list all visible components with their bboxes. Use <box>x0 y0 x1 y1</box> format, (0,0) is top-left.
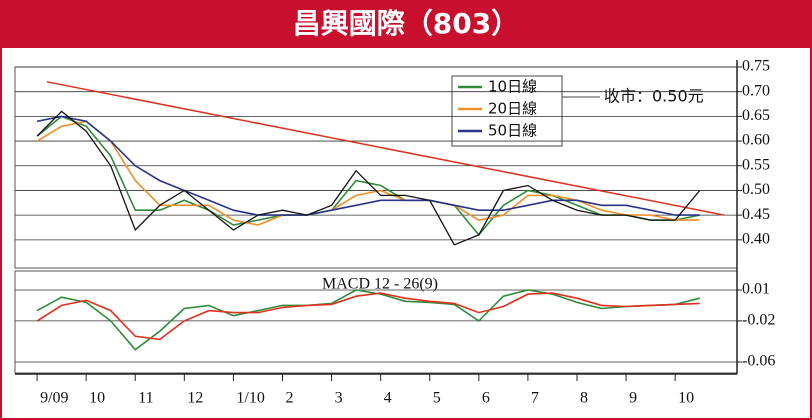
y-tick-label: 0.40 <box>742 231 770 248</box>
x-tick-label: 1/10 <box>236 390 264 407</box>
close-annotation: 收市：0.50元 <box>604 87 704 106</box>
y-tick-label: 0.60 <box>742 132 770 149</box>
page-title: 昌興國際（803） <box>293 7 519 40</box>
x-tick-label: 12 <box>187 390 203 407</box>
y-tick-label: 0.55 <box>742 156 770 173</box>
x-tick-label: 5 <box>433 390 441 407</box>
y-tick-label: 0.50 <box>742 181 770 198</box>
trend-line <box>46 81 725 216</box>
x-tick-label: 8 <box>580 390 588 407</box>
legend-label: 10日線 <box>488 78 537 96</box>
x-tick-label: 4 <box>384 390 392 407</box>
series-line <box>36 115 700 216</box>
x-tick-label: 7 <box>531 390 539 407</box>
x-tick-label: 6 <box>482 390 490 407</box>
price-line <box>36 110 701 246</box>
y-tick-label: 0.01 <box>742 281 770 298</box>
y-tick-label: 0.70 <box>742 82 770 99</box>
y-tick-label: 0.45 <box>742 206 770 223</box>
y-tick-label: -0.06 <box>742 353 775 370</box>
header-bar <box>0 0 812 48</box>
x-tick-label: 10 <box>678 390 694 407</box>
series-line <box>36 289 700 351</box>
macd-title: MACD 12 - 26(9) <box>322 276 438 293</box>
y-tick-label: 0.75 <box>742 58 770 75</box>
x-tick-label: 3 <box>335 390 343 407</box>
legend-label: 20日線 <box>488 100 537 118</box>
y-tick-label: -0.02 <box>742 312 775 329</box>
x-tick-label: 11 <box>138 390 153 407</box>
y-tick-label: 0.65 <box>742 107 770 124</box>
x-tick-label: 2 <box>285 390 293 407</box>
series-line <box>36 120 700 226</box>
series-line <box>36 292 700 341</box>
x-tick-label: 9/09 <box>40 390 68 407</box>
x-tick-label: 9 <box>629 390 637 407</box>
x-tick-label: 10 <box>89 390 105 407</box>
legend-label: 50日線 <box>488 122 537 140</box>
